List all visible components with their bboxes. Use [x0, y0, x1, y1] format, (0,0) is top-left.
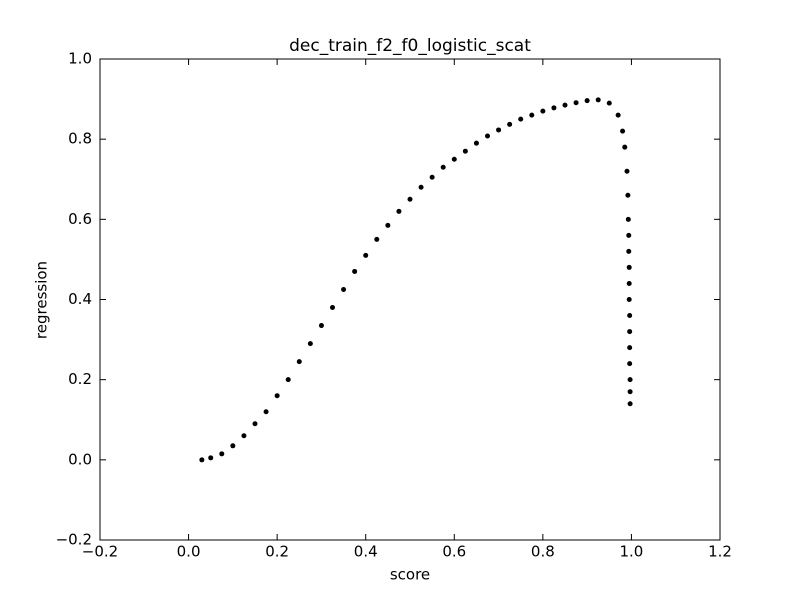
point	[274, 393, 280, 399]
x-tick-label: 1.0	[619, 543, 643, 561]
point	[462, 148, 468, 154]
point	[363, 252, 369, 258]
point	[620, 128, 626, 134]
point	[627, 377, 633, 383]
point	[208, 455, 214, 461]
chart-title: dec_train_f2_f0_logistic_scat	[289, 36, 531, 56]
point	[507, 121, 513, 127]
point	[529, 112, 535, 118]
point	[518, 116, 524, 122]
point	[318, 323, 324, 329]
x-tick-label: 1.2	[708, 543, 732, 561]
point	[230, 443, 236, 449]
point	[219, 451, 225, 457]
x-tick-label: 0.2	[265, 543, 289, 561]
point	[625, 192, 631, 198]
point	[562, 102, 568, 108]
x-tick-label: 0.8	[531, 543, 555, 561]
point	[627, 329, 633, 335]
y-axis-label: regression	[33, 261, 51, 339]
point	[595, 97, 601, 103]
point	[627, 345, 633, 351]
x-tick-label: −0.2	[82, 543, 118, 561]
y-tick-label: −0.2	[56, 531, 92, 549]
point	[429, 174, 435, 180]
point	[627, 389, 633, 395]
point	[285, 377, 291, 383]
x-axis-label: score	[390, 566, 430, 584]
point	[626, 297, 632, 302]
point	[330, 305, 335, 311]
y-tick-label: 0.0	[68, 450, 92, 468]
point	[440, 164, 446, 170]
point	[627, 361, 633, 367]
point	[199, 457, 205, 463]
point	[606, 100, 612, 106]
point	[540, 108, 546, 114]
point	[626, 232, 632, 238]
x-tick-label: 0.0	[177, 543, 201, 561]
point	[496, 127, 502, 133]
y-tick-label: 0.4	[68, 290, 92, 308]
point	[615, 112, 621, 118]
point	[374, 236, 380, 242]
point	[551, 105, 557, 111]
y-tick-label: 0.6	[68, 210, 92, 228]
y-tick-label: 0.8	[68, 130, 92, 148]
point	[296, 359, 302, 365]
y-tick-label: 0.2	[68, 370, 92, 388]
point	[341, 286, 347, 292]
x-tick-label: 0.6	[442, 543, 466, 561]
x-tick-label: 0.4	[354, 543, 378, 561]
point	[626, 248, 632, 254]
point	[627, 313, 633, 319]
y-tick-label: 1.0	[68, 50, 92, 68]
point	[352, 268, 358, 274]
point	[241, 433, 247, 439]
point	[396, 208, 402, 214]
point	[573, 100, 579, 106]
point	[451, 156, 457, 162]
point	[627, 401, 633, 407]
point	[418, 184, 424, 190]
point	[263, 409, 269, 415]
point	[625, 216, 631, 222]
point	[407, 196, 413, 202]
point	[485, 133, 490, 139]
point	[622, 144, 628, 150]
point	[626, 280, 632, 286]
point	[626, 264, 632, 270]
point	[473, 140, 479, 146]
point	[385, 222, 391, 228]
point	[307, 341, 313, 347]
point	[584, 98, 590, 104]
point	[252, 421, 258, 427]
point	[624, 168, 630, 174]
